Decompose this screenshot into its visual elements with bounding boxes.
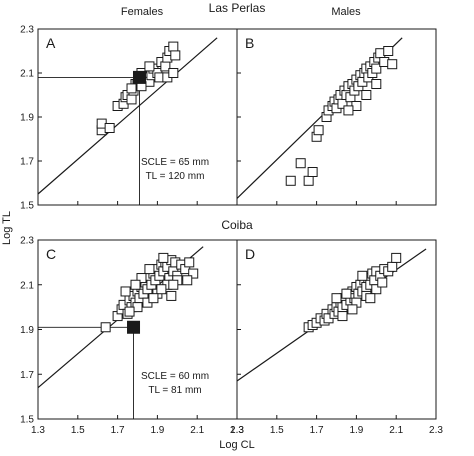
x-tick-label: 2.1 — [389, 425, 403, 436]
annotation-text: TL = 120 mm — [146, 171, 205, 182]
x-tick-label: 1.7 — [310, 425, 324, 436]
data-point — [124, 306, 135, 317]
data-point — [343, 105, 354, 116]
highlight-point — [127, 320, 141, 334]
data-point — [371, 63, 382, 74]
data-point — [168, 279, 179, 290]
data-point — [377, 277, 388, 288]
data-point — [337, 311, 348, 322]
data-point — [295, 158, 306, 169]
y-tick-label: 1.5 — [20, 415, 34, 426]
data-point — [387, 59, 398, 70]
x-tick-label: 2.1 — [190, 425, 204, 436]
data-point — [387, 261, 398, 272]
top-title: Las Perlas — [209, 1, 266, 15]
data-point — [144, 61, 155, 72]
panel-letter: D — [245, 246, 255, 262]
data-point — [285, 175, 296, 186]
panel-letter: C — [46, 246, 56, 262]
x-tick-label: 1.9 — [150, 425, 164, 436]
y-tick-label: 1.5 — [20, 201, 34, 212]
mid-title: Coiba — [221, 218, 253, 232]
data-point — [357, 270, 368, 281]
y-tick-label: 2.1 — [20, 69, 34, 80]
data-point — [361, 90, 372, 100]
annotation-text: SCLE = 60 mm — [141, 371, 209, 382]
x-tick-label: 1.5 — [270, 425, 284, 436]
y-tick-label: 2.3 — [20, 236, 34, 247]
data-point — [391, 252, 402, 263]
panel-frame — [236, 239, 437, 420]
y-tick-label: 2.3 — [20, 25, 34, 36]
data-point — [156, 284, 167, 295]
data-point — [144, 264, 155, 275]
panel-frame — [37, 28, 238, 206]
data-point — [341, 288, 352, 299]
y-tick-label: 1.9 — [20, 325, 34, 336]
data-point — [303, 175, 314, 186]
data-point — [383, 46, 394, 56]
data-point — [307, 167, 318, 177]
data-point — [182, 275, 193, 286]
panel-letter: A — [46, 35, 56, 51]
regression-line — [37, 37, 218, 195]
highlight-point — [132, 70, 146, 84]
data-point — [130, 279, 141, 290]
data-point — [104, 123, 115, 133]
panel-letter: B — [245, 35, 254, 51]
x-axis-label: Log CL — [219, 439, 254, 451]
data-point — [158, 252, 169, 263]
panel-d: D 1.3 1.5 1.7 1.9 2.1 2.3 — [230, 239, 443, 436]
data-point — [166, 290, 177, 301]
annotation-text: TL = 81 mm — [148, 385, 201, 396]
x-tick-label: 2.3 — [230, 425, 244, 436]
data-point — [371, 284, 382, 295]
y-tick-label: 2.1 — [20, 280, 34, 291]
data-point — [184, 257, 195, 268]
data-point — [100, 322, 111, 333]
panel-b: B — [236, 28, 437, 206]
x-tick-label: 1.7 — [111, 425, 125, 436]
x-tick-label: 2.3 — [429, 425, 443, 436]
y-tick-label: 1.7 — [20, 370, 34, 381]
data-point — [371, 79, 382, 89]
data-point — [120, 286, 131, 297]
data-point — [365, 293, 376, 304]
x-tick-label: 1.3 — [31, 425, 45, 436]
data-point — [313, 125, 324, 136]
col-title-males: Males — [331, 6, 361, 18]
x-tick-label: 1.3 — [230, 425, 244, 436]
col-title-females: Females — [121, 6, 164, 18]
y-tick-label: 1.9 — [20, 113, 34, 124]
data-point — [126, 94, 137, 105]
y-tick-label: 1.7 — [20, 157, 34, 168]
annotation-text: SCLE = 65 mm — [141, 157, 209, 168]
data-point — [136, 273, 147, 284]
data-point — [148, 293, 159, 304]
x-tick-label: 1.9 — [349, 425, 363, 436]
data-point — [168, 41, 179, 52]
data-point — [188, 268, 199, 279]
data-point — [168, 68, 179, 78]
panel-a: A 1.5 1.7 1.9 2.1 2.3 SCLE = 65 mm TL = 120 mm — [20, 25, 238, 212]
data-point — [170, 50, 181, 61]
data-point — [347, 304, 358, 315]
data-point — [331, 293, 342, 304]
panel-frame — [236, 28, 437, 206]
data-point — [126, 83, 137, 94]
x-tick-label: 1.5 — [71, 425, 85, 436]
y-axis-label: Log TL — [1, 211, 13, 245]
